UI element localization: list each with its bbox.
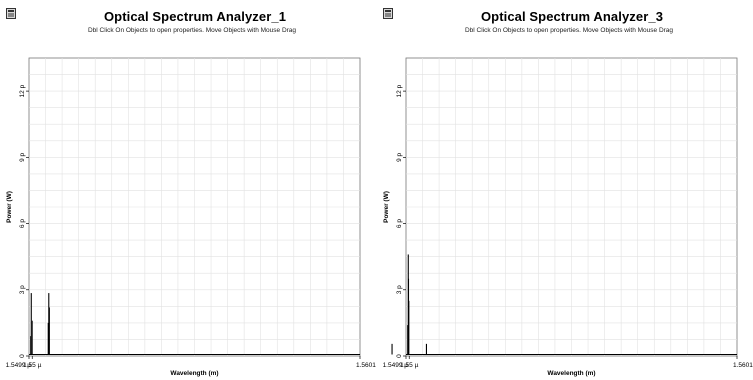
y-tick-label: 6 p xyxy=(19,219,26,228)
y-axis-label: Power (W) xyxy=(383,191,390,223)
spectrum-plot[interactable]: 0 3 p 6 p 9 p 12 p 1.5499 µ1.55 µ 1.5601 µ Wave… xyxy=(0,0,376,380)
x-tick-label: 1.5601 µ xyxy=(356,362,376,369)
y-tick-label: 6 p xyxy=(396,219,403,228)
chart-title: Optical Spectrum Analyzer_1 xyxy=(103,9,287,24)
x-tick-label: 1.55 µ xyxy=(23,362,41,369)
chart-title: Optical Spectrum Analyzer_3 xyxy=(480,9,664,24)
osa-panel-1: Optical Spectrum Analyzer_1 Dbl Click On… xyxy=(0,0,376,380)
y-tick-label: 0 xyxy=(19,354,26,358)
y-tick-label: 9 p xyxy=(19,152,26,161)
x-tick-label: 1.5499 µ xyxy=(383,362,409,369)
osa-panel-3: Optical Spectrum Analyzer_3 Dbl Click On… xyxy=(377,0,753,380)
y-tick-label: 12 p xyxy=(19,84,26,97)
spectral-peak xyxy=(47,293,50,355)
window-icon[interactable] xyxy=(383,8,393,19)
x-tick-label: 1.5601 µ xyxy=(733,362,753,369)
spectral-peak xyxy=(407,254,410,355)
y-tick-label: 3 p xyxy=(19,285,26,294)
y-tick-label: 0 xyxy=(396,354,403,358)
spectral-peak xyxy=(30,293,33,355)
x-axis-label: Wavelength (m) xyxy=(547,370,595,377)
chart-hint: Dbl Click On Objects to open properties.… xyxy=(87,27,297,34)
chart-hint: Dbl Click On Objects to open properties.… xyxy=(464,27,674,34)
x-axis-label: Wavelength (m) xyxy=(170,370,218,377)
y-tick-label: 9 p xyxy=(396,152,403,161)
x-tick-label: 1.55 µ xyxy=(400,362,418,369)
spectrum-plot[interactable]: 0 3 p 6 p 9 p 12 p 1.5499 µ1.55 µ 1.5601 µ Wave… xyxy=(377,0,753,380)
y-tick-label: 3 p xyxy=(396,285,403,294)
y-axis-label: Power (W) xyxy=(6,191,13,223)
window-icon[interactable] xyxy=(6,8,16,19)
x-tick-label: 1.5499 µ xyxy=(6,362,32,369)
y-tick-label: 12 p xyxy=(396,84,403,97)
